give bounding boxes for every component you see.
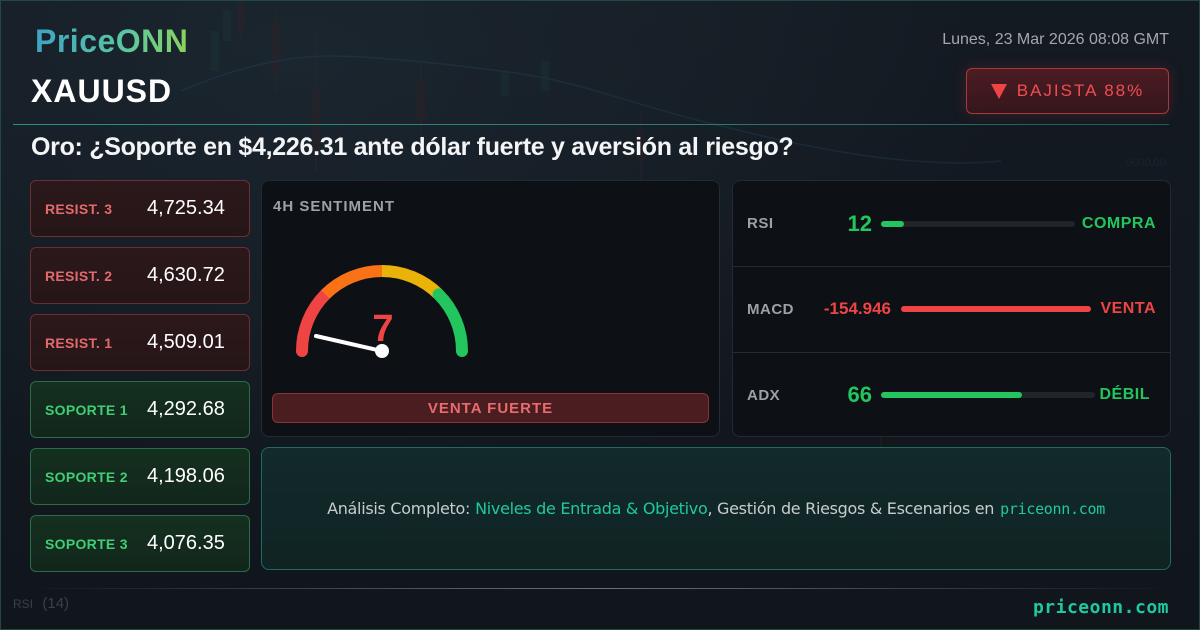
indicator-name: MACD [747,300,794,318]
down-triangle-icon [990,83,1007,99]
level-label: SOPORTE 2 [45,468,128,485]
indicator-signal: VENTA [1100,300,1156,317]
indicator-signal: COMPRA [1081,214,1156,232]
level-label: RESIST. 1 [45,334,113,351]
resistance-level-3: RESIST. 3 4,725.34 [30,180,250,237]
sentiment-gauge: 7 [295,264,469,358]
indicator-bar-fill [881,220,905,227]
cta-middle: , Gestión de Riesgos & Escenarios en [707,499,995,518]
indicators-card: RSI 12 COMPRA MACD -154.946 VENTA ADX 66… [732,180,1171,437]
level-label: SOPORTE 1 [45,401,128,418]
level-value: 4,292.68 [147,398,225,420]
support-level-3: SOPORTE 3 4,076.35 [30,515,250,572]
support-level-1: SOPORTE 1 4,292.68 [30,381,250,438]
full-analysis-cta[interactable]: Análisis Completo: Niveles de Entrada & … [261,447,1171,570]
resistance-level-2: RESIST. 2 4,630.72 [30,247,250,304]
level-value: 4,076.35 [147,532,225,554]
level-label: RESIST. 2 [45,267,113,284]
sentiment-card: 4H SENTIMENT 7 VENTA FUERTE [261,180,720,437]
sentiment-title: 4H SENTIMENT [273,198,396,215]
level-label: SOPORTE 3 [45,535,128,552]
headline: Oro: ¿Soporte en $4,226.31 ante dólar fu… [31,133,794,161]
datetime: Lunes, 23 Mar 2026 08:08 GMT [942,31,1169,48]
cta-prefix: Análisis Completo: [327,499,471,518]
level-value: 4,725.34 [147,197,225,219]
cta-highlight: Niveles de Entrada & Objetivo [475,499,708,518]
indicator-bar [901,306,1091,312]
indicator-value: 12 [847,210,872,236]
sentiment-score: 7 [372,308,393,350]
indicator-bar [881,220,1075,227]
gauge-needle [314,334,384,353]
footer-divider [21,588,1179,589]
support-level-2: SOPORTE 2 4,198.06 [30,448,250,505]
trend-badge: BAJISTA 88% [966,68,1169,114]
indicator-row-adx: ADX 66 DÉBIL [733,352,1170,437]
cta-site-link[interactable]: priceonn.com [1000,499,1105,518]
rsi-period: (14) [42,595,70,612]
indicator-name: RSI [747,215,774,232]
background-rsi-label: RSI (14) [13,595,69,612]
indicator-bar-fill [881,392,1023,398]
svg-text:5000.00: 5000.00 [1126,157,1166,169]
indicator-value: -154.946 [823,299,891,318]
indicator-bar [881,392,1095,398]
resistance-level-1: RESIST. 1 4,509.01 [30,314,250,371]
level-value: 4,198.06 [147,465,225,487]
symbol-title: XAUUSD [31,73,173,109]
indicator-row-rsi: RSI 12 COMPRA [733,181,1170,266]
trend-badge-label: BAJISTA 88% [1016,81,1145,100]
indicator-row-macd: MACD -154.946 VENTA [733,266,1170,351]
footer-site-link[interactable]: priceonn.com [1032,597,1169,618]
level-value: 4,509.01 [147,331,225,353]
indicator-signal: DÉBIL [1099,386,1150,403]
price-levels: RESIST. 3 4,725.34 RESIST. 2 4,630.72 RE… [30,180,250,582]
indicator-name: ADX [747,386,781,404]
header-divider [13,124,1169,125]
indicator-value: 66 [847,382,872,407]
indicator-bar-fill [901,306,1091,312]
gauge-pivot [375,344,389,358]
level-value: 4,630.72 [147,264,225,286]
brand-logo: PriceONN [35,23,189,59]
level-label: RESIST. 3 [45,200,113,217]
rsi-label: RSI [13,597,34,611]
sentiment-verdict: VENTA FUERTE [272,393,709,423]
